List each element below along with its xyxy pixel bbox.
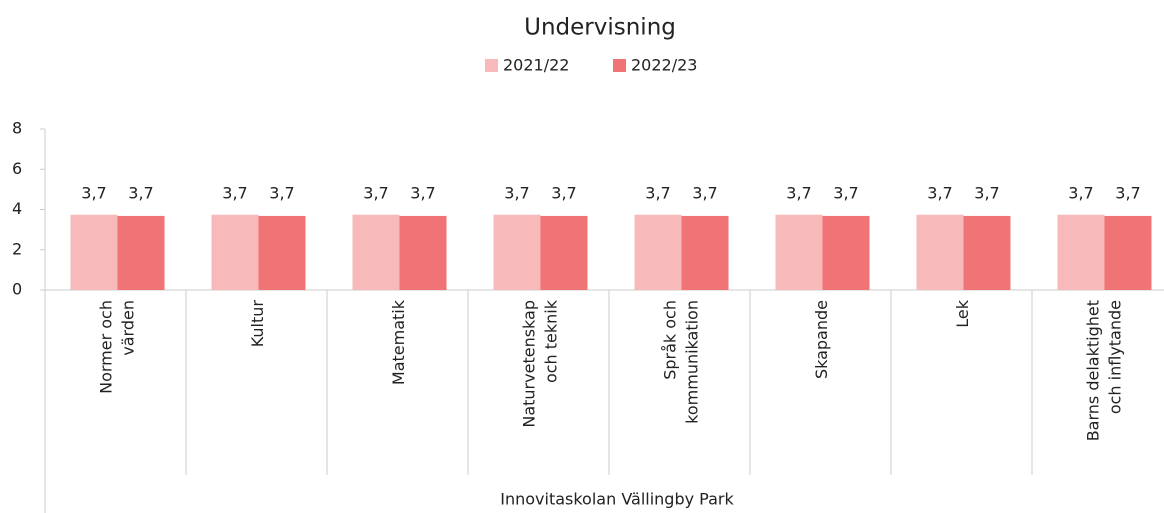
x-tick-label: Normer och värden [96,300,137,394]
x-tick-label: Naturvetenskap och teknik [519,299,560,427]
data-label: 3,7 [645,184,670,203]
bar [352,214,400,290]
data-label: 3,7 [786,184,811,203]
data-label: 3,7 [1068,184,1093,203]
bar [70,214,118,290]
bar [1104,215,1152,290]
legend-label: 2021/22 [503,56,569,75]
bar [258,215,306,290]
bar [634,214,682,290]
x-tick-label: Lek [953,299,972,327]
bar [399,215,447,290]
bar [775,214,823,290]
data-label: 3,7 [833,184,858,203]
bar [916,214,964,290]
y-tick-label: 0 [12,280,22,299]
data-label: 3,7 [269,184,294,203]
x-tick-label: Kultur [248,300,267,348]
data-label: 3,7 [551,184,576,203]
data-label: 3,7 [128,184,153,203]
data-label: 3,7 [1115,184,1140,203]
y-tick-label: 6 [12,159,22,178]
x-tick-label: Språk och kommunikation [660,300,701,424]
bar [963,215,1011,290]
bar [493,214,541,290]
x-axis-label: Innovitaskolan Vällingby Park [500,490,734,509]
x-tick-label: Barns delaktighet och inflytande [1083,300,1124,441]
legend-swatch [613,59,626,72]
chart-title: Undervisning [524,15,676,41]
y-tick-label: 8 [12,119,22,138]
data-label: 3,7 [692,184,717,203]
data-label: 3,7 [81,184,106,203]
data-label: 3,7 [504,184,529,203]
y-tick-label: 4 [12,199,22,218]
legend-label: 2022/23 [631,56,697,75]
bar [1057,214,1105,290]
data-label: 3,7 [363,184,388,203]
y-tick-label: 2 [12,239,22,258]
bar [117,215,165,290]
data-label: 3,7 [410,184,435,203]
legend-swatch [485,59,498,72]
data-label: 3,7 [927,184,952,203]
x-tick-label: Matematik [389,299,408,385]
x-tick-label: Skapande [812,300,831,379]
bar [822,215,870,290]
data-label: 3,7 [222,184,247,203]
bar [681,215,729,290]
bar [211,214,259,290]
bar [540,215,588,290]
data-label: 3,7 [974,184,999,203]
